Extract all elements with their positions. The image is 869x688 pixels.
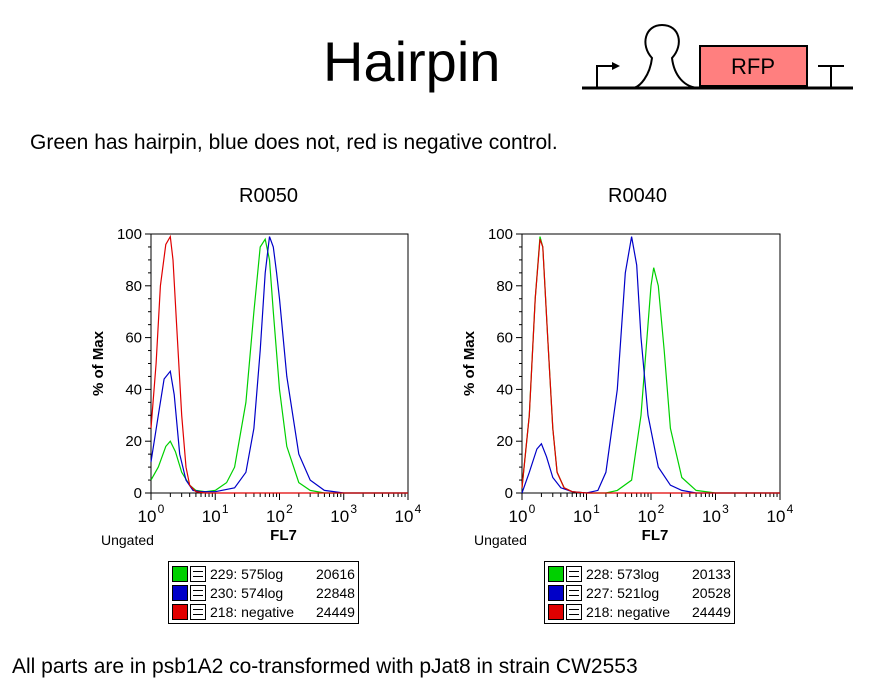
legend-count: 24449	[692, 603, 731, 620]
construct-diagram: RFP	[582, 23, 853, 90]
rfp-label: RFP	[731, 54, 775, 79]
y-tick-label: 100	[117, 226, 142, 243]
y-tick-label: 20	[496, 433, 513, 450]
chart-title-r0040: R0040	[608, 185, 667, 207]
legend-label: 229: 575log	[210, 565, 284, 582]
legend-count: 20528	[692, 584, 731, 601]
legend-item: 230: 574log 22848	[172, 583, 355, 602]
legend-item: 227: 521log 20528	[548, 583, 731, 602]
green-swatch	[172, 565, 188, 582]
x-tick-exponent: 3	[350, 502, 357, 516]
legend-item: 218: negative 24449	[172, 602, 355, 621]
footer-note: All parts are in psb1A2 co-transformed w…	[12, 655, 638, 678]
rfp-box	[699, 45, 808, 87]
x-tick-label: 10	[638, 507, 657, 526]
page-title: Hairpin	[323, 30, 501, 93]
red-swatch	[548, 603, 564, 620]
legend-count: 20133	[692, 565, 731, 582]
x-tick-label: 10	[767, 507, 786, 526]
y-tick-label: 0	[134, 485, 142, 502]
y-tick-label: 40	[496, 381, 513, 398]
legend-count: 20616	[316, 565, 355, 582]
red-swatch	[172, 603, 188, 620]
x-tick-exponent: 1	[593, 502, 600, 516]
line-style-icon	[566, 584, 582, 601]
legend-label: 228: 573log	[586, 565, 660, 582]
legend-label: 230: 574log	[210, 584, 284, 601]
legend-r0040: 228: 573log 20133 227: 521log 20528 218:…	[544, 561, 735, 624]
blue-swatch	[172, 584, 188, 601]
legend-count: 22848	[316, 584, 355, 601]
legend-label: 218: negative	[586, 603, 671, 620]
blue-series-line	[150, 236, 408, 494]
y-axis-label: % of Max	[461, 330, 478, 396]
gate-label: Ungated	[101, 532, 154, 548]
x-tick-label: 10	[395, 507, 414, 526]
x-tick-label: 10	[202, 507, 221, 526]
green-swatch	[548, 565, 564, 582]
y-tick-label: 0	[505, 485, 513, 502]
x-axis-label: FL7	[642, 527, 669, 544]
x-tick-exponent: 0	[158, 502, 165, 516]
red-series-line	[521, 238, 780, 494]
line-style-icon	[190, 584, 206, 601]
y-tick-label: 100	[488, 226, 513, 243]
y-tick-label: 60	[125, 330, 142, 347]
x-tick-exponent: 4	[787, 502, 794, 516]
legend-item: 218: negative 24449	[548, 602, 731, 621]
y-axis-label: % of Max	[90, 330, 107, 396]
x-tick-exponent: 2	[658, 502, 665, 516]
x-axis-label: FL7	[270, 527, 297, 544]
y-tick-label: 80	[496, 278, 513, 295]
x-tick-exponent: 0	[529, 502, 536, 516]
promoter-arrow	[596, 65, 612, 88]
x-tick-label: 10	[573, 507, 592, 526]
legend-count: 24449	[316, 603, 355, 620]
x-tick-label: 10	[702, 507, 721, 526]
line-style-icon	[566, 603, 582, 620]
subtitle: Green has hairpin, blue does not, red is…	[30, 131, 558, 154]
hairpin-icon	[631, 23, 701, 89]
chart-title-r0050: R0050	[239, 185, 298, 207]
x-tick-label: 10	[138, 507, 157, 526]
x-tick-label: 10	[266, 507, 285, 526]
line-style-icon	[566, 565, 582, 582]
y-tick-label: 40	[125, 381, 142, 398]
blue-series-line	[521, 236, 780, 494]
plot-frame	[150, 233, 409, 494]
y-tick-label: 60	[496, 330, 513, 347]
x-tick-exponent: 1	[222, 502, 229, 516]
gate-label: Ungated	[474, 532, 527, 548]
line-style-icon	[190, 603, 206, 620]
plot-frame	[521, 233, 781, 494]
y-tick-label: 20	[125, 433, 142, 450]
blue-swatch	[548, 584, 564, 601]
promoter-arrowhead	[612, 62, 620, 70]
x-tick-exponent: 3	[722, 502, 729, 516]
legend-item: 229: 575log 20616	[172, 564, 355, 583]
red-series-line	[150, 234, 408, 494]
x-tick-exponent: 4	[415, 502, 422, 516]
legend-item: 228: 573log 20133	[548, 564, 731, 583]
x-tick-label: 10	[330, 507, 349, 526]
legend-r0050: 229: 575log 20616 230: 574log 22848 218:…	[168, 561, 359, 624]
y-tick-label: 80	[125, 278, 142, 295]
green-series-line	[150, 237, 408, 494]
x-tick-exponent: 2	[286, 502, 293, 516]
legend-label: 218: negative	[210, 603, 295, 620]
line-style-icon	[190, 565, 206, 582]
x-tick-label: 10	[509, 507, 528, 526]
legend-label: 227: 521log	[586, 584, 660, 601]
